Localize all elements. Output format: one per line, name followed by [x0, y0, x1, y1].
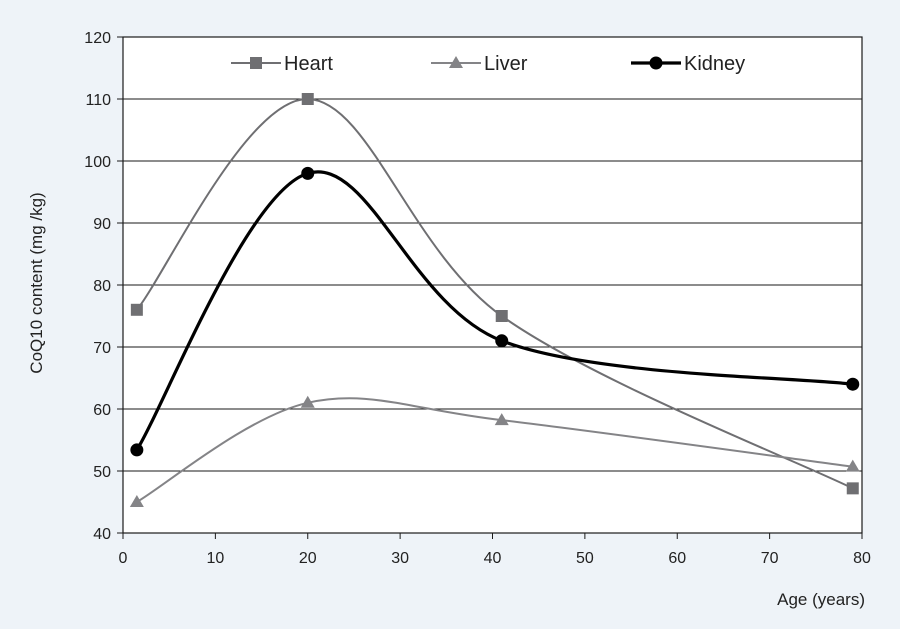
- x-tick-label: 10: [206, 550, 224, 567]
- x-tick-label: 70: [761, 550, 779, 567]
- legend: Heart Liver Kidney: [231, 53, 745, 75]
- y-tick-label: 50: [93, 464, 111, 481]
- series-kidney: [130, 166, 860, 457]
- heart-point-4: [846, 482, 859, 495]
- kidney-point-3: [495, 334, 509, 348]
- legend-marker-liver: [449, 56, 463, 68]
- heart-point-3: [495, 310, 508, 322]
- y-tick-label: 70: [93, 340, 111, 357]
- x-tick-label: 50: [576, 550, 594, 567]
- y-tick-label: 120: [84, 30, 111, 47]
- legend-marker-heart: [250, 57, 262, 69]
- liver-point-3: [494, 413, 509, 426]
- y-tick-label: 90: [93, 216, 111, 233]
- y-tick-label: 40: [93, 526, 111, 543]
- series-liver: [129, 395, 860, 507]
- y-tick-label: 100: [84, 154, 111, 171]
- series-heart: [130, 93, 859, 495]
- y-tick-label: 80: [93, 278, 111, 295]
- liver-point-1: [129, 495, 144, 507]
- liver-point-4: [845, 459, 860, 472]
- x-axis: 0 10 20 30 40 50 60 70 80: [119, 533, 871, 567]
- x-axis-title: Age (years): [777, 590, 865, 609]
- legend-label-liver: Liver: [484, 53, 528, 75]
- series-line-kidney: [135, 170, 853, 451]
- y-tick-label: 110: [85, 92, 111, 109]
- kidney-point-4: [846, 377, 860, 391]
- heart-point-1: [130, 303, 143, 316]
- y-axis: 40 50 60 70 80 90 100 110 120: [84, 30, 123, 543]
- kidney-point-1: [130, 443, 144, 457]
- kidney-point-2: [301, 166, 315, 180]
- x-tick-label: 60: [668, 550, 686, 567]
- legend-label-kidney: Kidney: [684, 53, 745, 75]
- heart-point-2: [301, 93, 314, 105]
- x-tick-label: 0: [119, 550, 128, 567]
- y-axis-title: CoQ10 content (mg /kg): [27, 192, 46, 373]
- legend-label-heart: Heart: [284, 53, 333, 75]
- x-tick-label: 40: [484, 550, 502, 567]
- liver-point-2: [300, 395, 315, 408]
- y-tick-label: 60: [93, 402, 111, 419]
- series-line-liver: [136, 397, 853, 503]
- x-tick-label: 30: [391, 550, 409, 567]
- series-line-heart: [136, 97, 854, 490]
- legend-marker-kidney: [649, 56, 663, 70]
- x-tick-label: 20: [299, 550, 317, 567]
- x-tick-label: 80: [853, 550, 871, 567]
